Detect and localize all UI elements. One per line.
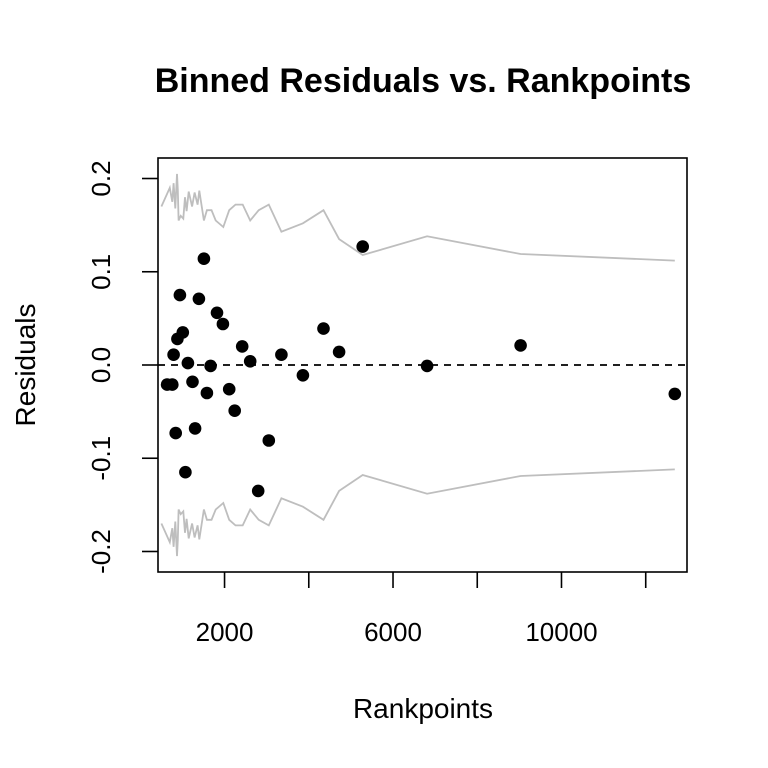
y-axis-label: Residuals [10, 304, 41, 427]
data-point [235, 340, 249, 353]
lower-bound-line [160, 468, 675, 557]
data-point [668, 387, 682, 401]
data-point [222, 382, 236, 396]
data-point [192, 292, 206, 306]
data-point [210, 306, 224, 320]
data-point [204, 359, 217, 373]
data-point [216, 317, 230, 331]
x-axis-label: Rankpoints [353, 693, 493, 724]
y-tick-label: 0.1 [86, 254, 116, 290]
bounds-layer [160, 173, 675, 557]
data-point [186, 375, 199, 389]
data-point [296, 369, 310, 382]
x-tick-label: 2000 [196, 617, 254, 647]
points-layer [160, 240, 682, 498]
y-tick-label: -0.2 [86, 529, 116, 574]
data-point [228, 404, 241, 418]
data-point [166, 378, 179, 391]
y-tick-label: -0.1 [86, 436, 116, 481]
data-point [514, 339, 527, 352]
y-tick-label: 0.2 [86, 160, 116, 196]
data-point [356, 240, 370, 253]
data-point [179, 465, 192, 479]
data-point [167, 348, 180, 362]
data-point [251, 484, 265, 498]
data-point [176, 326, 190, 339]
data-point [317, 322, 330, 335]
upper-bound-line [160, 173, 675, 262]
x-tick-label: 10000 [525, 617, 597, 647]
data-point [200, 386, 214, 400]
chart-title: Binned Residuals vs. Rankpoints [155, 62, 692, 100]
data-point [181, 356, 195, 370]
data-point [420, 359, 434, 373]
data-point [275, 348, 288, 362]
y-axis: -0.2 -0.1 0.0 0.1 0.2 [86, 160, 158, 574]
y-tick-label: 0.0 [86, 347, 116, 383]
data-point [169, 426, 182, 440]
data-point [197, 252, 211, 265]
data-point [332, 345, 346, 359]
data-point [262, 434, 276, 447]
data-point [243, 355, 257, 368]
data-point [173, 288, 187, 302]
data-point [188, 422, 202, 435]
x-tick-label: 6000 [364, 617, 422, 647]
x-axis: 2000 6000 10000 [196, 572, 647, 647]
